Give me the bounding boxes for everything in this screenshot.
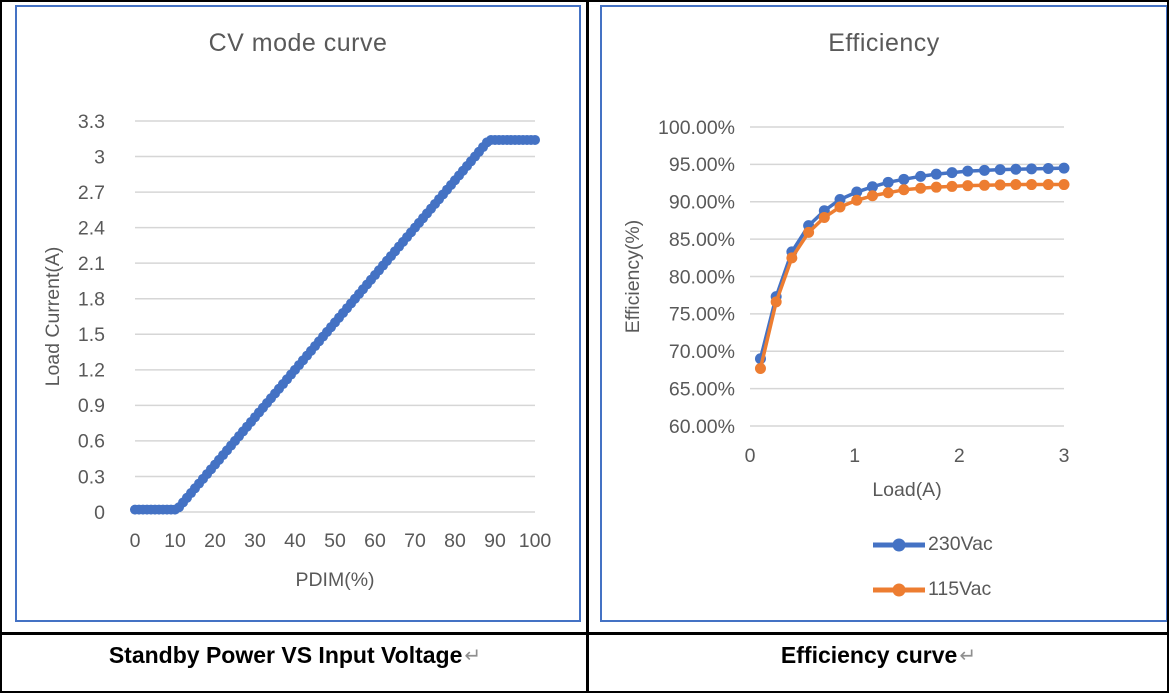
svg-text:90: 90 <box>484 530 506 552</box>
caption-text: Standby Power VS Input Voltage <box>108 641 463 668</box>
svg-text:2.4: 2.4 <box>78 217 105 239</box>
chart-title: Efficiency <box>828 29 940 57</box>
svg-text:75.00%: 75.00% <box>669 304 735 326</box>
svg-text:Efficiency(%): Efficiency(%) <box>622 220 644 333</box>
svg-text:0: 0 <box>745 445 756 467</box>
svg-text:95.00%: 95.00% <box>669 154 735 176</box>
svg-text:0: 0 <box>130 530 141 552</box>
svg-text:100.00%: 100.00% <box>658 117 735 139</box>
svg-text:70.00%: 70.00% <box>669 341 735 363</box>
legend-label: 115Vac <box>928 578 992 600</box>
legend-item-115vac: 115Vac <box>872 578 993 601</box>
caption-cell-efficiency-curve[interactable]: Efficiency curve ↵ <box>589 635 1168 691</box>
efficiency-chart[interactable]: Efficiency 60.00% 65.00% 70.00% 75.00% 80.00… <box>600 5 1167 622</box>
line-dot-marker-icon <box>873 583 925 596</box>
caption-cell-standby-power[interactable]: Standby Power VS Input Voltage ↵ <box>4 635 586 691</box>
svg-text:Load(A): Load(A) <box>872 479 941 501</box>
svg-text:100: 100 <box>519 530 552 552</box>
svg-text:2.1: 2.1 <box>78 253 105 275</box>
svg-text:20: 20 <box>204 530 226 552</box>
svg-text:0.9: 0.9 <box>78 395 105 417</box>
pilcrow-return-mark-icon: ↵ <box>959 644 977 667</box>
line-dot-marker-icon <box>873 538 925 551</box>
svg-text:10: 10 <box>164 530 186 552</box>
caption-text: Efficiency curve <box>780 641 958 668</box>
svg-text:85.00%: 85.00% <box>669 229 735 251</box>
chart-title: CV mode curve <box>208 29 388 57</box>
svg-text:80.00%: 80.00% <box>669 266 735 288</box>
svg-text:0.3: 0.3 <box>78 466 105 488</box>
svg-text:2: 2 <box>954 445 965 467</box>
svg-text:0.6: 0.6 <box>78 431 105 453</box>
svg-text:3: 3 <box>94 146 105 168</box>
svg-text:50: 50 <box>324 530 346 552</box>
svg-text:3: 3 <box>1059 445 1070 467</box>
svg-text:30: 30 <box>244 530 266 552</box>
cv-mode-plot-area: 0 0.3 0.6 0.9 1.2 1.5 1.8 2.1 2.4 2.7 3 3.3 0 10 20 30 4… <box>42 111 552 591</box>
svg-text:Load Current(A): Load Current(A) <box>42 247 64 387</box>
chart-legend: 230Vac 115Vac <box>872 533 993 601</box>
svg-text:1.8: 1.8 <box>78 289 105 311</box>
svg-text:2.7: 2.7 <box>78 182 105 204</box>
svg-text:1: 1 <box>849 445 860 467</box>
svg-text:40: 40 <box>284 530 306 552</box>
pilcrow-return-mark-icon: ↵ <box>464 644 482 667</box>
cv-mode-chart[interactable]: CV mode curve 0 0.3 0.6 0.9 1.2 1.5 1.8 2.1 2.4 2… <box>15 5 581 622</box>
svg-text:65.00%: 65.00% <box>669 378 735 400</box>
svg-text:60: 60 <box>364 530 386 552</box>
svg-text:3.3: 3.3 <box>78 111 105 133</box>
svg-text:1.5: 1.5 <box>78 324 105 346</box>
table-row-divider <box>2 632 1167 635</box>
svg-text:60.00%: 60.00% <box>669 416 735 438</box>
legend-label: 230Vac <box>928 533 993 555</box>
legend-item-230vac: 230Vac <box>872 533 993 556</box>
svg-text:0: 0 <box>94 502 105 524</box>
svg-text:PDIM(%): PDIM(%) <box>295 569 374 591</box>
efficiency-plot-area: 60.00% 65.00% 70.00% 75.00% 80.00% 85.00% 90.0… <box>622 117 1070 501</box>
svg-text:70: 70 <box>404 530 426 552</box>
svg-text:80: 80 <box>444 530 466 552</box>
svg-text:1.2: 1.2 <box>78 360 105 382</box>
svg-text:90.00%: 90.00% <box>669 192 735 214</box>
table-column-divider <box>586 2 589 691</box>
